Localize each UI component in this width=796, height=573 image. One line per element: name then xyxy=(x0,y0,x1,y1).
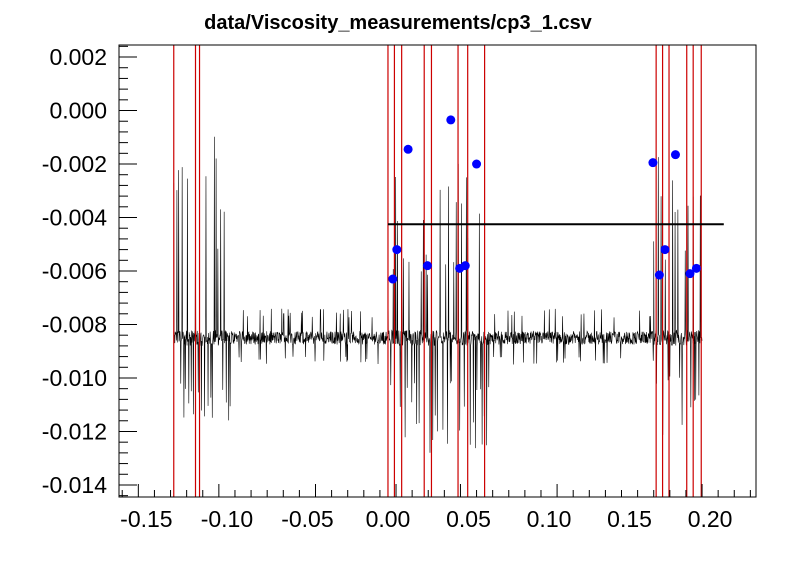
y-tick-label: -0.006 xyxy=(42,258,107,284)
peak-point xyxy=(685,269,695,279)
y-tick-label: -0.004 xyxy=(42,205,107,231)
peak-point xyxy=(472,159,482,169)
peak-point xyxy=(648,158,658,168)
signal-series xyxy=(173,136,703,453)
peak-point xyxy=(446,115,456,125)
x-tick-label: 0.15 xyxy=(607,506,652,532)
peak-point xyxy=(392,245,402,255)
y-tick-label: -0.010 xyxy=(42,365,107,391)
x-axis: -0.15 -0.10 -0.05 0.00 0.05 0.10 0.15 0.20 xyxy=(120,484,751,532)
x-tick-label: 0.00 xyxy=(366,506,411,532)
peak-point xyxy=(670,150,680,160)
peak-point xyxy=(660,245,670,255)
x-tick-label: 0.20 xyxy=(688,506,733,532)
y-tick-label: -0.014 xyxy=(42,472,107,498)
plot-area xyxy=(173,45,724,497)
peak-point xyxy=(403,144,413,154)
peak-point xyxy=(460,261,470,271)
peak-point xyxy=(691,263,701,273)
y-tick-label: -0.002 xyxy=(42,151,107,177)
x-tick-label: -0.15 xyxy=(120,506,172,532)
peak-point xyxy=(388,274,398,284)
y-tick-label: -0.012 xyxy=(42,418,107,444)
peak-point xyxy=(422,261,432,271)
x-tick-label: -0.05 xyxy=(281,506,333,532)
y-tick-label: 0.002 xyxy=(49,44,107,70)
y-axis: 0.002 0.000 -0.002 -0.004 -0.006 -0.008 -0.010… xyxy=(42,44,137,498)
chart-title: data/Viscosity_measurements/cp3_1.csv xyxy=(204,12,593,34)
x-tick-label: -0.10 xyxy=(201,506,253,532)
peak-point xyxy=(654,270,664,280)
y-tick-label: 0.000 xyxy=(49,98,107,124)
x-tick-label: 0.05 xyxy=(446,506,491,532)
x-tick-label: 0.10 xyxy=(527,506,572,532)
y-tick-label: -0.008 xyxy=(42,311,107,337)
